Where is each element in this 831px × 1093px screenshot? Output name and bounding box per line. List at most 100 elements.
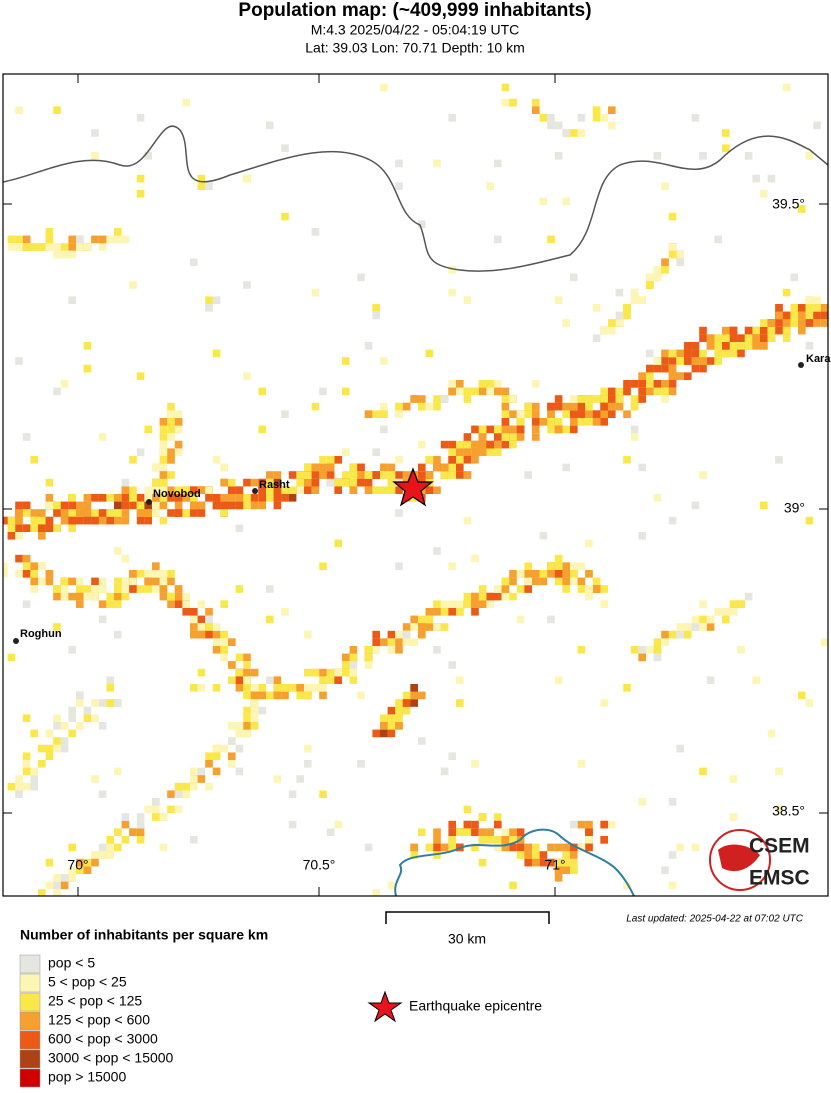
pop-cell bbox=[334, 486, 342, 494]
pop-cell bbox=[790, 273, 798, 282]
pop-cell bbox=[250, 494, 259, 502]
pop-cell bbox=[494, 813, 502, 821]
pop-cell bbox=[91, 516, 99, 525]
pop-cell bbox=[167, 570, 175, 578]
pop-cell bbox=[30, 775, 38, 783]
pop-cell bbox=[623, 304, 631, 312]
pop-cell bbox=[121, 494, 130, 502]
pop-cell bbox=[60, 516, 69, 525]
pop-cell bbox=[205, 623, 213, 631]
pop-cell bbox=[668, 380, 677, 388]
pop-cell bbox=[760, 326, 768, 335]
pop-cell bbox=[15, 790, 23, 798]
pop-cell bbox=[91, 577, 99, 586]
pop-cell bbox=[463, 296, 472, 304]
pop-cell bbox=[494, 159, 502, 168]
pop-cell bbox=[691, 501, 700, 510]
pop-cell bbox=[638, 372, 646, 380]
pop-cell bbox=[243, 706, 251, 715]
pop-cell bbox=[349, 463, 358, 472]
pop-cell bbox=[349, 646, 358, 654]
border bbox=[3, 125, 828, 272]
pop-cell bbox=[532, 570, 540, 578]
pop-cell bbox=[197, 623, 206, 631]
pop-cell bbox=[357, 691, 365, 700]
pop-cell bbox=[676, 744, 684, 753]
pop-cell bbox=[152, 798, 160, 806]
pop-cell bbox=[668, 881, 677, 890]
pop-cell bbox=[395, 562, 403, 570]
pop-cell bbox=[114, 600, 122, 608]
pop-cell bbox=[152, 577, 160, 586]
pop-cell bbox=[3, 570, 8, 578]
pop-cell bbox=[380, 471, 388, 479]
pop-cell bbox=[273, 494, 282, 502]
pop-cell bbox=[220, 463, 228, 472]
pop-cell bbox=[53, 509, 61, 517]
pop-cell bbox=[524, 858, 532, 867]
pop-cell bbox=[83, 342, 92, 350]
pop-cell bbox=[585, 402, 593, 411]
legend-title: Number of inhabitants per square km bbox=[20, 927, 268, 943]
pop-cell bbox=[372, 471, 380, 479]
pop-cell bbox=[235, 744, 244, 753]
pop-cell bbox=[486, 440, 494, 449]
pop-cell bbox=[813, 319, 821, 327]
pop-cell bbox=[448, 820, 456, 829]
pop-cell bbox=[281, 212, 289, 221]
pop-cell bbox=[615, 288, 624, 297]
pop-cell bbox=[448, 114, 456, 122]
pop-cell bbox=[22, 433, 31, 441]
pop-cell bbox=[106, 699, 114, 707]
pop-cell bbox=[516, 851, 525, 859]
pop-cell bbox=[136, 448, 145, 456]
pop-cell bbox=[638, 387, 646, 396]
pop-cell bbox=[190, 775, 198, 783]
pop-cell bbox=[174, 410, 183, 418]
pop-cell bbox=[243, 668, 251, 677]
pop-cell bbox=[494, 433, 502, 441]
pop-cell bbox=[653, 387, 662, 396]
pop-cell bbox=[592, 577, 601, 586]
pop-cell bbox=[266, 486, 274, 494]
pop-cell bbox=[524, 577, 532, 586]
pop-cell bbox=[144, 486, 152, 494]
pop-cell bbox=[524, 570, 532, 578]
pop-cell bbox=[266, 478, 274, 487]
pop-cell bbox=[729, 608, 738, 616]
pop-cell bbox=[570, 858, 578, 867]
pop-cell bbox=[258, 501, 266, 510]
pop-cell bbox=[562, 425, 570, 434]
pop-cell bbox=[159, 843, 168, 852]
pop-cell bbox=[349, 471, 358, 479]
pop-cell bbox=[516, 615, 525, 624]
pop-cell bbox=[288, 494, 297, 502]
pop-cell bbox=[311, 668, 320, 677]
pop-cell bbox=[646, 387, 654, 396]
pop-cell bbox=[235, 684, 244, 692]
pop-cell bbox=[174, 782, 183, 791]
pop-cell bbox=[114, 516, 122, 525]
pop-cell bbox=[76, 691, 84, 700]
pop-cell bbox=[661, 638, 669, 646]
pop-cell bbox=[273, 676, 282, 684]
pop-cell bbox=[53, 714, 61, 722]
pop-cell bbox=[782, 83, 791, 92]
pop-cell bbox=[144, 152, 152, 160]
pop-cell bbox=[243, 501, 251, 510]
pop-cell bbox=[190, 494, 198, 502]
pop-cell bbox=[646, 281, 654, 289]
pop-cell bbox=[220, 509, 228, 517]
pop-cell bbox=[554, 577, 563, 586]
pop-cell bbox=[585, 418, 593, 426]
pop-cell bbox=[349, 676, 358, 684]
pop-cell bbox=[22, 600, 31, 608]
pop-cell bbox=[243, 281, 251, 289]
pop-cell bbox=[288, 471, 297, 479]
pop-cell bbox=[212, 349, 221, 358]
pop-cell bbox=[342, 471, 350, 479]
pop-cell bbox=[68, 866, 76, 874]
pop-cell bbox=[456, 456, 464, 464]
pop-cell bbox=[319, 691, 327, 700]
pop-cell bbox=[615, 387, 624, 396]
